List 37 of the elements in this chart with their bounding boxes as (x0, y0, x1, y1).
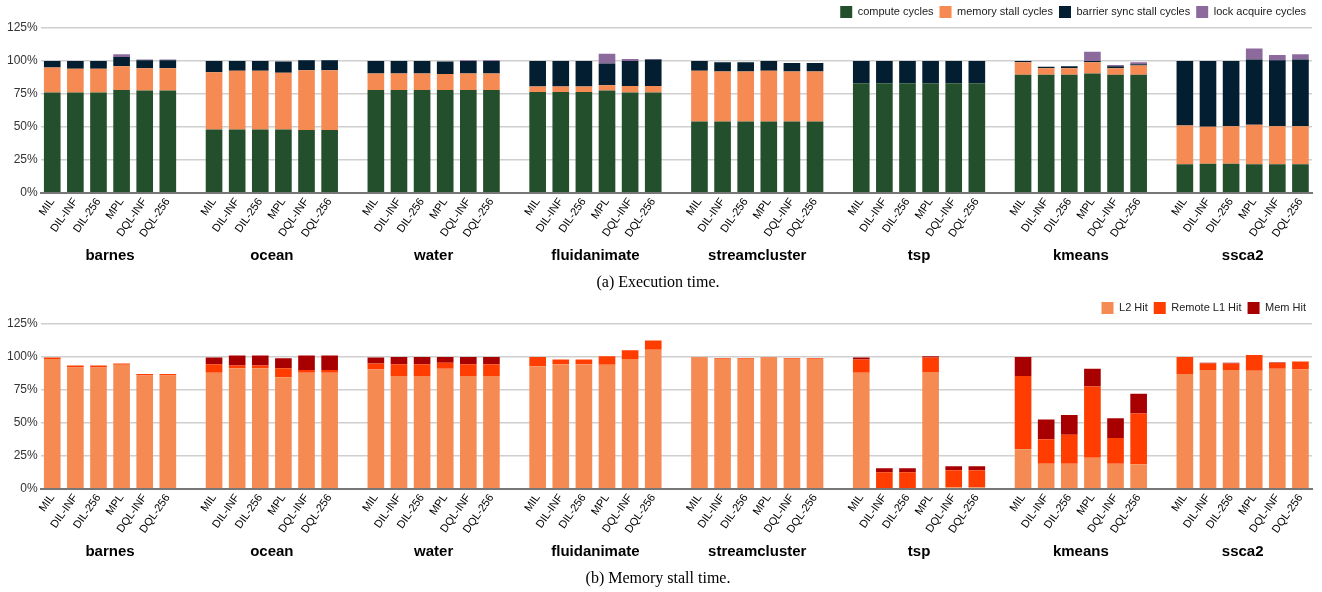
y-tick-label: 100% (6, 53, 39, 68)
text: kmeans (1052, 542, 1109, 560)
text: tsp (907, 542, 931, 560)
text: ocean (250, 542, 294, 560)
legend-label: Mem Hit (1265, 301, 1307, 314)
y-tick-label: 75% (13, 382, 39, 397)
y-tick-label: 25% (13, 448, 39, 463)
legend-label: Remote L1 Hit (1171, 301, 1242, 314)
y-tick-label: 100% (6, 349, 39, 364)
legend-label: compute cycles (857, 5, 935, 18)
y-tick-label: 50% (13, 119, 39, 134)
y-tick-label: 50% (13, 415, 39, 430)
text: fluidanimate (551, 542, 640, 560)
legend-label: L2 Hit (1119, 301, 1148, 314)
text: streamcluster (708, 246, 807, 264)
text: (a) Execution time. (596, 272, 720, 291)
text: ocean (250, 246, 294, 264)
text: water (413, 246, 454, 264)
y-tick-label: 25% (13, 152, 39, 167)
legend-label: lock acquire cycles (1213, 5, 1307, 18)
y-tick-label: 125% (6, 20, 39, 35)
text: ssca2 (1221, 246, 1264, 264)
text: streamcluster (708, 542, 807, 560)
text: kmeans (1052, 246, 1109, 264)
y-tick-label: 0% (20, 184, 39, 199)
y-tick-label: 125% (6, 316, 39, 331)
text: tsp (907, 246, 931, 264)
text: barnes (85, 246, 135, 264)
text: water (413, 542, 454, 560)
legend-label: barrier sync stall cycles (1076, 5, 1191, 18)
text: fluidanimate (551, 246, 640, 264)
text: (b) Memory stall time. (585, 568, 731, 587)
text: barnes (85, 542, 135, 560)
text: ssca2 (1221, 542, 1264, 560)
y-tick-label: 0% (20, 480, 39, 495)
y-tick-label: 75% (13, 86, 39, 101)
legend-label: memory stall cycles (957, 5, 1054, 18)
